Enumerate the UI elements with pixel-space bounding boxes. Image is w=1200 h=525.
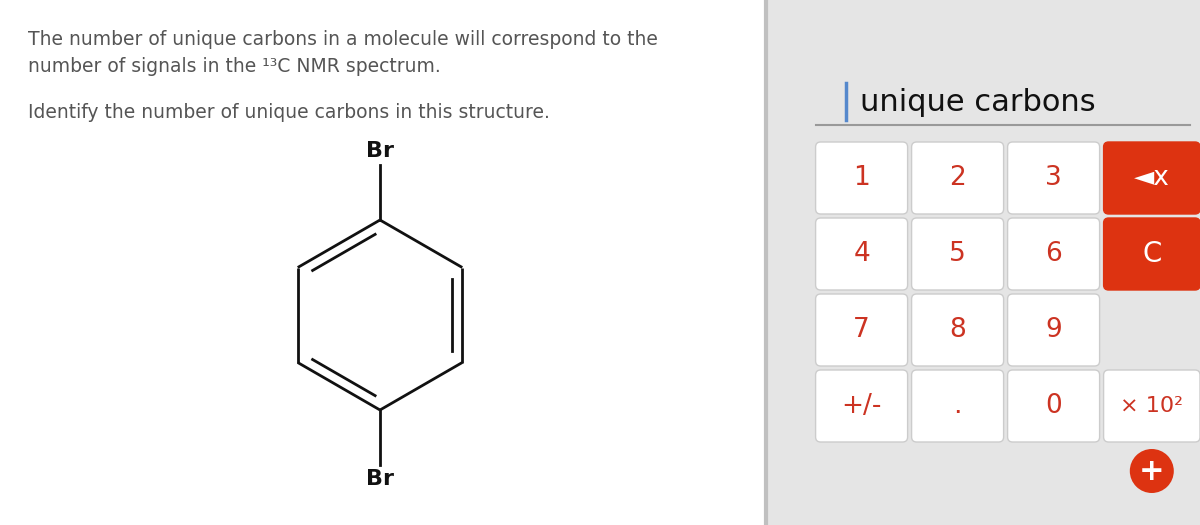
Text: Br: Br (366, 141, 394, 161)
Text: C: C (1142, 240, 1162, 268)
Text: × 10²: × 10² (1121, 396, 1183, 416)
Text: 8: 8 (949, 317, 966, 343)
FancyBboxPatch shape (1104, 142, 1200, 214)
FancyBboxPatch shape (1008, 294, 1099, 366)
Text: unique carbons: unique carbons (859, 88, 1096, 117)
Text: 6: 6 (1045, 241, 1062, 267)
Text: 2: 2 (949, 165, 966, 191)
FancyBboxPatch shape (1008, 142, 1099, 214)
Text: +/-: +/- (841, 393, 882, 419)
FancyBboxPatch shape (1008, 370, 1099, 442)
Text: .: . (953, 393, 962, 419)
Text: ◄x: ◄x (1134, 165, 1170, 191)
Bar (766, 0, 1200, 525)
Text: 7: 7 (853, 317, 870, 343)
Text: 1: 1 (853, 165, 870, 191)
Text: +: + (1139, 457, 1165, 486)
Text: 5: 5 (949, 241, 966, 267)
FancyBboxPatch shape (816, 370, 907, 442)
FancyBboxPatch shape (1104, 370, 1200, 442)
Text: 9: 9 (1045, 317, 1062, 343)
FancyBboxPatch shape (1008, 218, 1099, 290)
FancyBboxPatch shape (912, 294, 1003, 366)
Text: The number of unique carbons in a molecule will correspond to the: The number of unique carbons in a molecu… (28, 30, 658, 49)
Text: 3: 3 (1045, 165, 1062, 191)
Text: Br: Br (366, 469, 394, 489)
Circle shape (1130, 449, 1174, 493)
FancyBboxPatch shape (816, 142, 907, 214)
FancyBboxPatch shape (912, 142, 1003, 214)
Text: number of signals in the ¹³C NMR spectrum.: number of signals in the ¹³C NMR spectru… (28, 57, 440, 76)
FancyBboxPatch shape (1104, 218, 1200, 290)
FancyBboxPatch shape (912, 218, 1003, 290)
FancyBboxPatch shape (816, 218, 907, 290)
Text: 4: 4 (853, 241, 870, 267)
Text: 0: 0 (1045, 393, 1062, 419)
FancyBboxPatch shape (912, 370, 1003, 442)
Text: Identify the number of unique carbons in this structure.: Identify the number of unique carbons in… (28, 103, 550, 122)
FancyBboxPatch shape (816, 294, 907, 366)
